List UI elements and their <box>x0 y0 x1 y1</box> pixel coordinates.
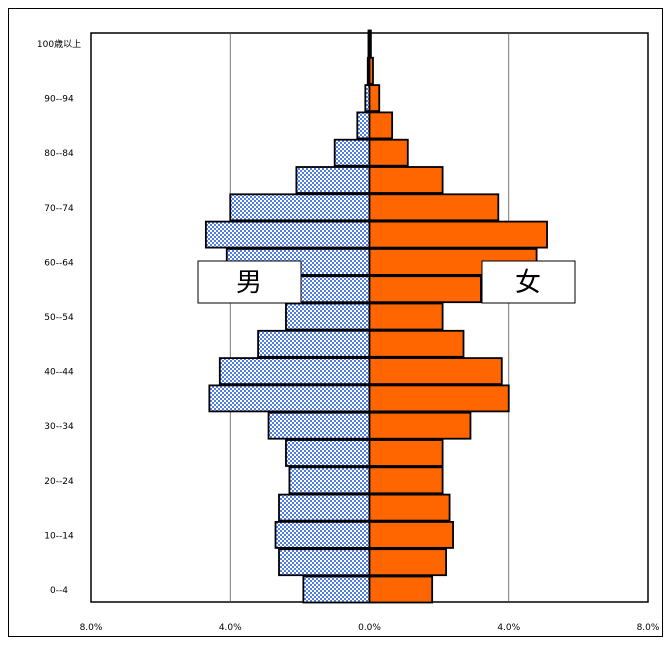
female-bar <box>368 275 482 304</box>
x-tick-label: 4.0% <box>497 623 520 633</box>
male-bar <box>274 521 371 549</box>
y-tick-label: 100歳以上 <box>37 38 81 50</box>
female-bar <box>368 166 444 194</box>
y-tick-label: 20--24 <box>44 477 74 487</box>
female-bar <box>368 220 548 249</box>
female-bar <box>368 138 409 167</box>
y-tick-label: 0--4 <box>50 586 68 596</box>
female-bar <box>368 111 394 140</box>
male-bar <box>285 302 371 331</box>
male-bar <box>257 329 371 358</box>
female-bar <box>368 384 510 413</box>
y-tick-label: 90--94 <box>44 95 74 105</box>
male-bar <box>208 384 371 413</box>
male-bar <box>204 220 371 249</box>
male-bar <box>288 466 371 495</box>
female-bar <box>368 575 434 604</box>
y-axis-tick-labels: 0--4 10--14 20--24 30--34 40--44 50--54 60--64… <box>37 38 81 596</box>
female-bar <box>368 193 500 222</box>
female-bar <box>368 411 472 440</box>
male-bar <box>229 193 371 222</box>
y-tick-label: 30--34 <box>44 422 74 432</box>
male-bar <box>302 575 371 604</box>
y-tick-label: 80--84 <box>44 149 74 159</box>
female-bar <box>368 466 444 495</box>
x-tick-label: 4.0% <box>219 623 242 633</box>
female-bar <box>368 357 503 386</box>
male-bar <box>267 411 371 440</box>
female-bar <box>368 548 447 577</box>
y-tick-label: 10--14 <box>44 531 74 541</box>
male-bar <box>295 166 371 194</box>
y-tick-label: 40--44 <box>44 368 74 378</box>
male-bar <box>278 493 371 522</box>
female-bar <box>368 439 444 467</box>
female-bar <box>368 56 374 85</box>
male-label: 男 <box>236 268 262 298</box>
male-bar <box>285 439 371 467</box>
female-bar <box>368 302 444 331</box>
female-bar <box>368 521 454 549</box>
female-bar <box>368 493 451 522</box>
y-tick-label: 50--54 <box>44 313 74 323</box>
female-label-box: 女 <box>481 260 576 304</box>
x-tick-label: 8.0% <box>637 623 660 633</box>
male-bar <box>288 275 371 304</box>
male-label-box: 男 <box>197 260 302 304</box>
female-bar <box>368 29 372 58</box>
female-bar <box>368 84 381 112</box>
female-label: 女 <box>515 268 541 298</box>
x-axis-tick-labels: 8.0% 4.0% 0.0% 4.0% 8.0% <box>80 623 660 633</box>
y-tick-label: 60--64 <box>44 258 74 268</box>
female-bar <box>368 329 465 358</box>
male-bar <box>218 357 371 386</box>
male-bar <box>278 548 371 577</box>
x-tick-label: 0.0% <box>358 623 381 633</box>
x-tick-label: 8.0% <box>80 623 103 633</box>
male-bar <box>333 138 371 167</box>
bars <box>204 29 548 604</box>
male-bar <box>356 111 371 140</box>
y-tick-label: 70--74 <box>44 204 74 214</box>
